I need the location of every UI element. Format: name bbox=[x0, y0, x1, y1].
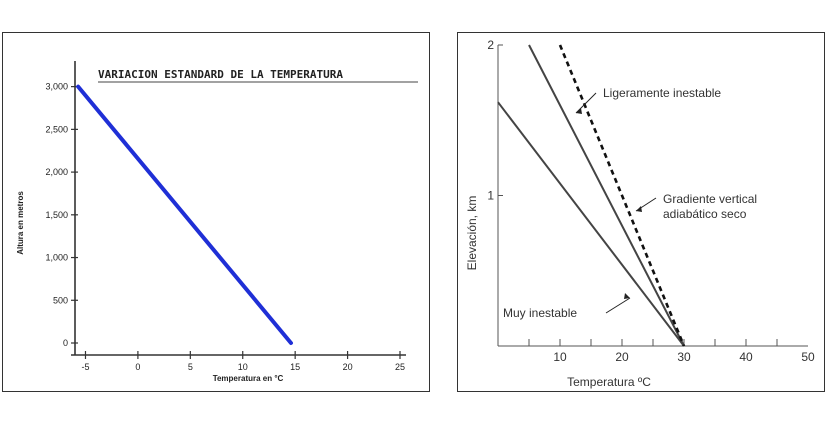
right-chart: Temperatura ºC Elevación, km 2 1 10 20 30 40 5… bbox=[465, 38, 815, 389]
annotation-muy-inestable-text: Muy inestable bbox=[503, 306, 577, 320]
right-x-tick-label: 10 bbox=[553, 350, 567, 364]
left-y-tick-label: 2,000 bbox=[45, 167, 68, 177]
right-y-tick-label: 2 bbox=[487, 38, 494, 52]
annotation-gradiente-vertical-text: Gradiente vertical bbox=[663, 192, 757, 206]
right-x-tick-label: 40 bbox=[739, 350, 753, 364]
left-chart-title: VARIACION ESTANDARD DE LA TEMPERATURA bbox=[98, 68, 343, 81]
annotation-ligeramente-inestable-arrowhead bbox=[576, 108, 582, 114]
left-y-tick-label: 1,000 bbox=[45, 253, 68, 263]
annotation-muy-inestable-arrowhead bbox=[624, 293, 630, 299]
right-series-adiabatico-seco bbox=[528, 44, 685, 347]
right-series-ligeramente-inestable bbox=[558, 44, 686, 347]
left-y-axis-label: Altura en metros bbox=[16, 191, 25, 255]
right-x-tick-label: 30 bbox=[677, 350, 691, 364]
right-chart-panel: Temperatura ºC Elevación, km 2 1 10 20 30 40 5… bbox=[457, 32, 825, 392]
left-x-tick-label: 15 bbox=[290, 362, 300, 372]
left-x-tick-label: 25 bbox=[395, 362, 405, 372]
left-y-tick-label: 3,000 bbox=[45, 82, 68, 92]
annotation-gradiente-vertical-arrowhead bbox=[636, 206, 642, 212]
annotation-ligeramente-inestable-pointer bbox=[575, 92, 597, 114]
right-y-tick-label: 1 bbox=[487, 189, 494, 203]
left-y-tick-label: 1,500 bbox=[45, 210, 68, 220]
right-x-axis-label: Temperatura ºC bbox=[567, 375, 651, 389]
right-series-muy-inestable bbox=[497, 101, 685, 347]
annotation-ligeramente-inestable-text: Ligeramente inestable bbox=[603, 86, 721, 100]
left-chart-panel: VARIACION ESTANDARD DE LA TEMPERATURA Te… bbox=[2, 32, 430, 392]
annotation-muy-inestable-pointer bbox=[605, 297, 631, 314]
left-x-tick-label: 10 bbox=[238, 362, 248, 372]
left-y-tick-label: 500 bbox=[53, 295, 68, 305]
left-y-tick-label: 2,500 bbox=[45, 124, 68, 134]
right-x-tick-label: 50 bbox=[801, 350, 815, 364]
right-x-tick-label: 20 bbox=[615, 350, 629, 364]
left-x-axis-label: Temperatura en °C bbox=[213, 374, 284, 383]
left-x-tick-label: 5 bbox=[188, 362, 193, 372]
left-x-tick-label: -5 bbox=[81, 362, 89, 372]
left-series-line bbox=[76, 84, 293, 345]
left-chart: VARIACION ESTANDARD DE LA TEMPERATURA Te… bbox=[16, 61, 418, 383]
right-y-axis-label: Elevación, km bbox=[465, 196, 479, 271]
left-y-tick-label: 0 bbox=[63, 338, 68, 348]
left-x-tick-label: 20 bbox=[343, 362, 353, 372]
annotation-gradiente-vertical-text: adiabático seco bbox=[663, 207, 747, 221]
left-x-tick-label: 0 bbox=[135, 362, 140, 372]
